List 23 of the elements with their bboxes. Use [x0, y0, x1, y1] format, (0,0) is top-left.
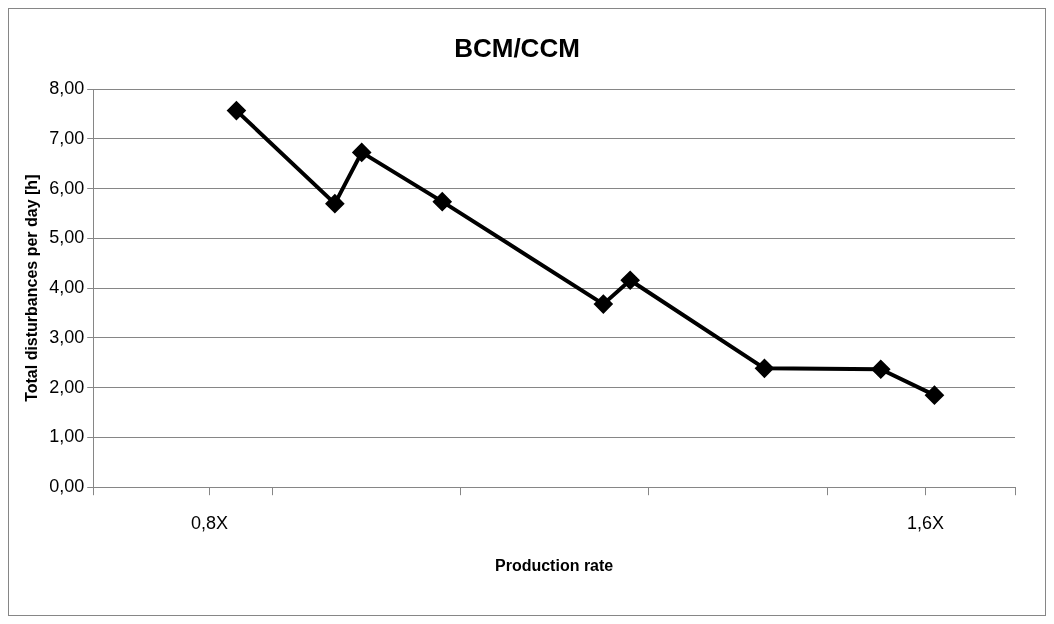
point [325, 194, 344, 213]
x-tick-label: 1,6X [906, 512, 945, 533]
chart-title: BCM/CCM [454, 32, 580, 63]
y-tick-label: 7,00 [49, 127, 85, 148]
point [755, 359, 774, 378]
y-tick-label: 0,00 [49, 476, 85, 497]
point [352, 143, 371, 162]
y-tick-label: 8,00 [49, 78, 85, 99]
point [621, 271, 640, 290]
point [594, 295, 613, 314]
y-tick-label: 3,00 [49, 326, 85, 347]
point [871, 360, 890, 379]
y-tick-label: 4,00 [49, 277, 85, 298]
point [433, 192, 452, 211]
point [925, 386, 944, 405]
point [227, 101, 246, 120]
y-tick-label: 6,00 [49, 177, 85, 198]
y-tick-label: 5,00 [49, 227, 85, 248]
x-tick-label: 0,8X [191, 512, 229, 533]
y-tick-label: 1,00 [49, 426, 85, 447]
y-tick-label: 2,00 [49, 376, 85, 397]
x-axis-title: Production rate [495, 556, 614, 574]
y-axis-title: Total disturbances per day [h] [23, 174, 41, 402]
